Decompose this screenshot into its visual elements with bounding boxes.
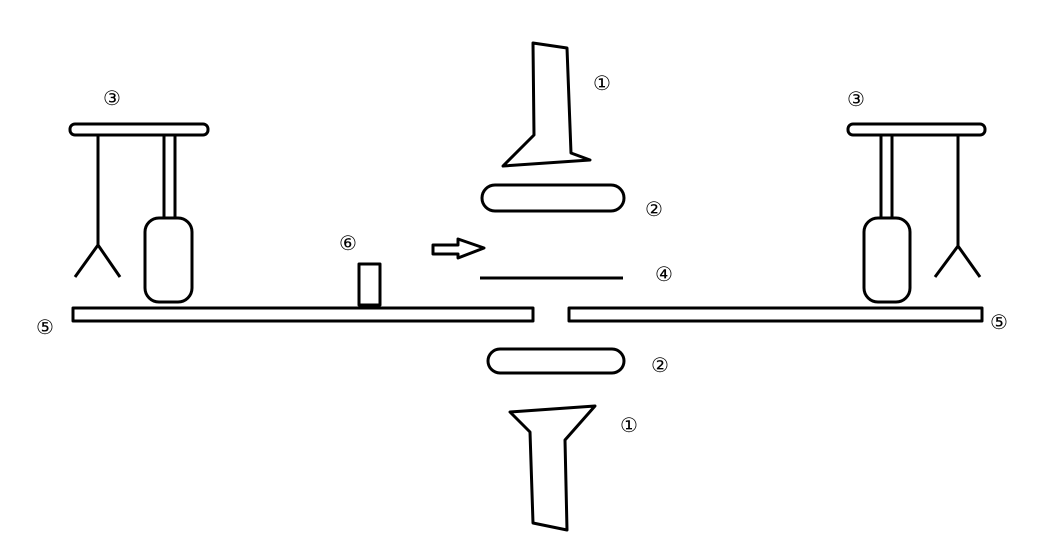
label-top-nozzle: ① xyxy=(593,71,611,95)
bottom-lens xyxy=(486,347,626,375)
label-bottom-nozzle: ① xyxy=(620,413,638,437)
label-right-gantry: ③ xyxy=(847,87,865,111)
small-block xyxy=(357,262,382,307)
left-gantry xyxy=(68,122,210,304)
bottom-nozzle xyxy=(508,404,597,532)
label-left-gantry: ③ xyxy=(103,86,121,110)
label-block: ⑥ xyxy=(339,231,357,255)
flow-arrow-icon xyxy=(431,237,486,260)
left-rail xyxy=(71,306,535,323)
label-bottom-lens: ② xyxy=(651,353,669,377)
label-left-rail: ⑤ xyxy=(36,315,54,339)
right-gantry xyxy=(846,122,987,304)
right-rail xyxy=(567,306,984,323)
top-lens xyxy=(480,183,626,213)
top-nozzle xyxy=(501,41,592,168)
label-right-rail: ⑤ xyxy=(990,310,1008,334)
label-plate: ④ xyxy=(655,262,673,286)
label-top-lens: ② xyxy=(645,197,663,221)
